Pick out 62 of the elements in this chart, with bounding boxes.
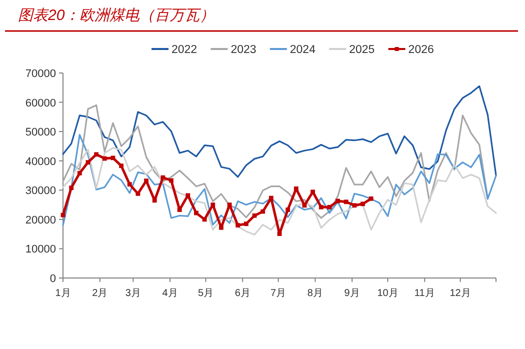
point	[160, 175, 166, 180]
point	[86, 160, 90, 165]
legend-label: 2022	[172, 44, 198, 56]
point	[102, 156, 107, 161]
point	[136, 191, 140, 196]
x-tick-label: 1月	[55, 288, 71, 299]
point	[210, 202, 216, 207]
point	[186, 193, 190, 198]
point	[152, 198, 157, 203]
x-tick-label: 4月	[162, 288, 178, 299]
y-tick-label: 30000	[25, 185, 56, 198]
point	[169, 178, 174, 183]
x-tick-label: 5月	[198, 288, 214, 299]
point	[110, 156, 116, 160]
point	[327, 204, 332, 210]
point	[202, 217, 207, 222]
legend-label: 2026	[408, 44, 434, 56]
point	[252, 213, 257, 218]
point	[119, 164, 124, 168]
x-tick-label: 9月	[344, 288, 360, 299]
y-tick-label: 70000	[25, 68, 56, 80]
x-tick-label: 11月	[414, 288, 435, 299]
point	[286, 208, 290, 212]
y-tick-label: 0	[50, 273, 56, 285]
point	[127, 182, 132, 186]
point	[360, 202, 365, 206]
legend-label: 2024	[290, 44, 316, 56]
point	[236, 223, 240, 228]
x-tick-label: 6月	[234, 288, 250, 299]
point	[94, 152, 99, 157]
point	[144, 178, 148, 183]
point	[344, 200, 348, 204]
point	[336, 198, 340, 204]
point	[219, 225, 224, 230]
point	[77, 170, 82, 176]
x-tick-label: 8月	[307, 288, 323, 299]
point	[227, 202, 232, 207]
y-tick-label: 20000	[25, 214, 56, 226]
x-tick-label: 7月	[270, 288, 286, 299]
y-tick-label: 10000	[25, 244, 56, 256]
chart-title: 图表20：欧洲煤电（百万瓦）	[18, 7, 215, 24]
point	[352, 203, 357, 208]
x-tick-label: 2月	[92, 288, 108, 299]
point	[244, 222, 248, 226]
x-tick-label: 12月	[450, 288, 471, 299]
point	[268, 196, 274, 200]
legend-label: 2023	[230, 44, 256, 56]
point	[69, 186, 74, 190]
y-tick-label: 50000	[25, 126, 56, 139]
point	[260, 209, 266, 214]
x-tick-label: 3月	[125, 288, 141, 299]
point	[194, 210, 198, 216]
x-tick-label: 10月	[377, 288, 398, 299]
y-tick-label: 40000	[25, 156, 56, 168]
point	[318, 204, 324, 210]
y-tick-label: 60000	[25, 97, 56, 110]
point	[177, 208, 182, 212]
legend-label: 2025	[349, 44, 375, 56]
point	[302, 203, 307, 208]
point	[277, 232, 282, 236]
point	[294, 186, 298, 191]
point	[368, 196, 374, 201]
